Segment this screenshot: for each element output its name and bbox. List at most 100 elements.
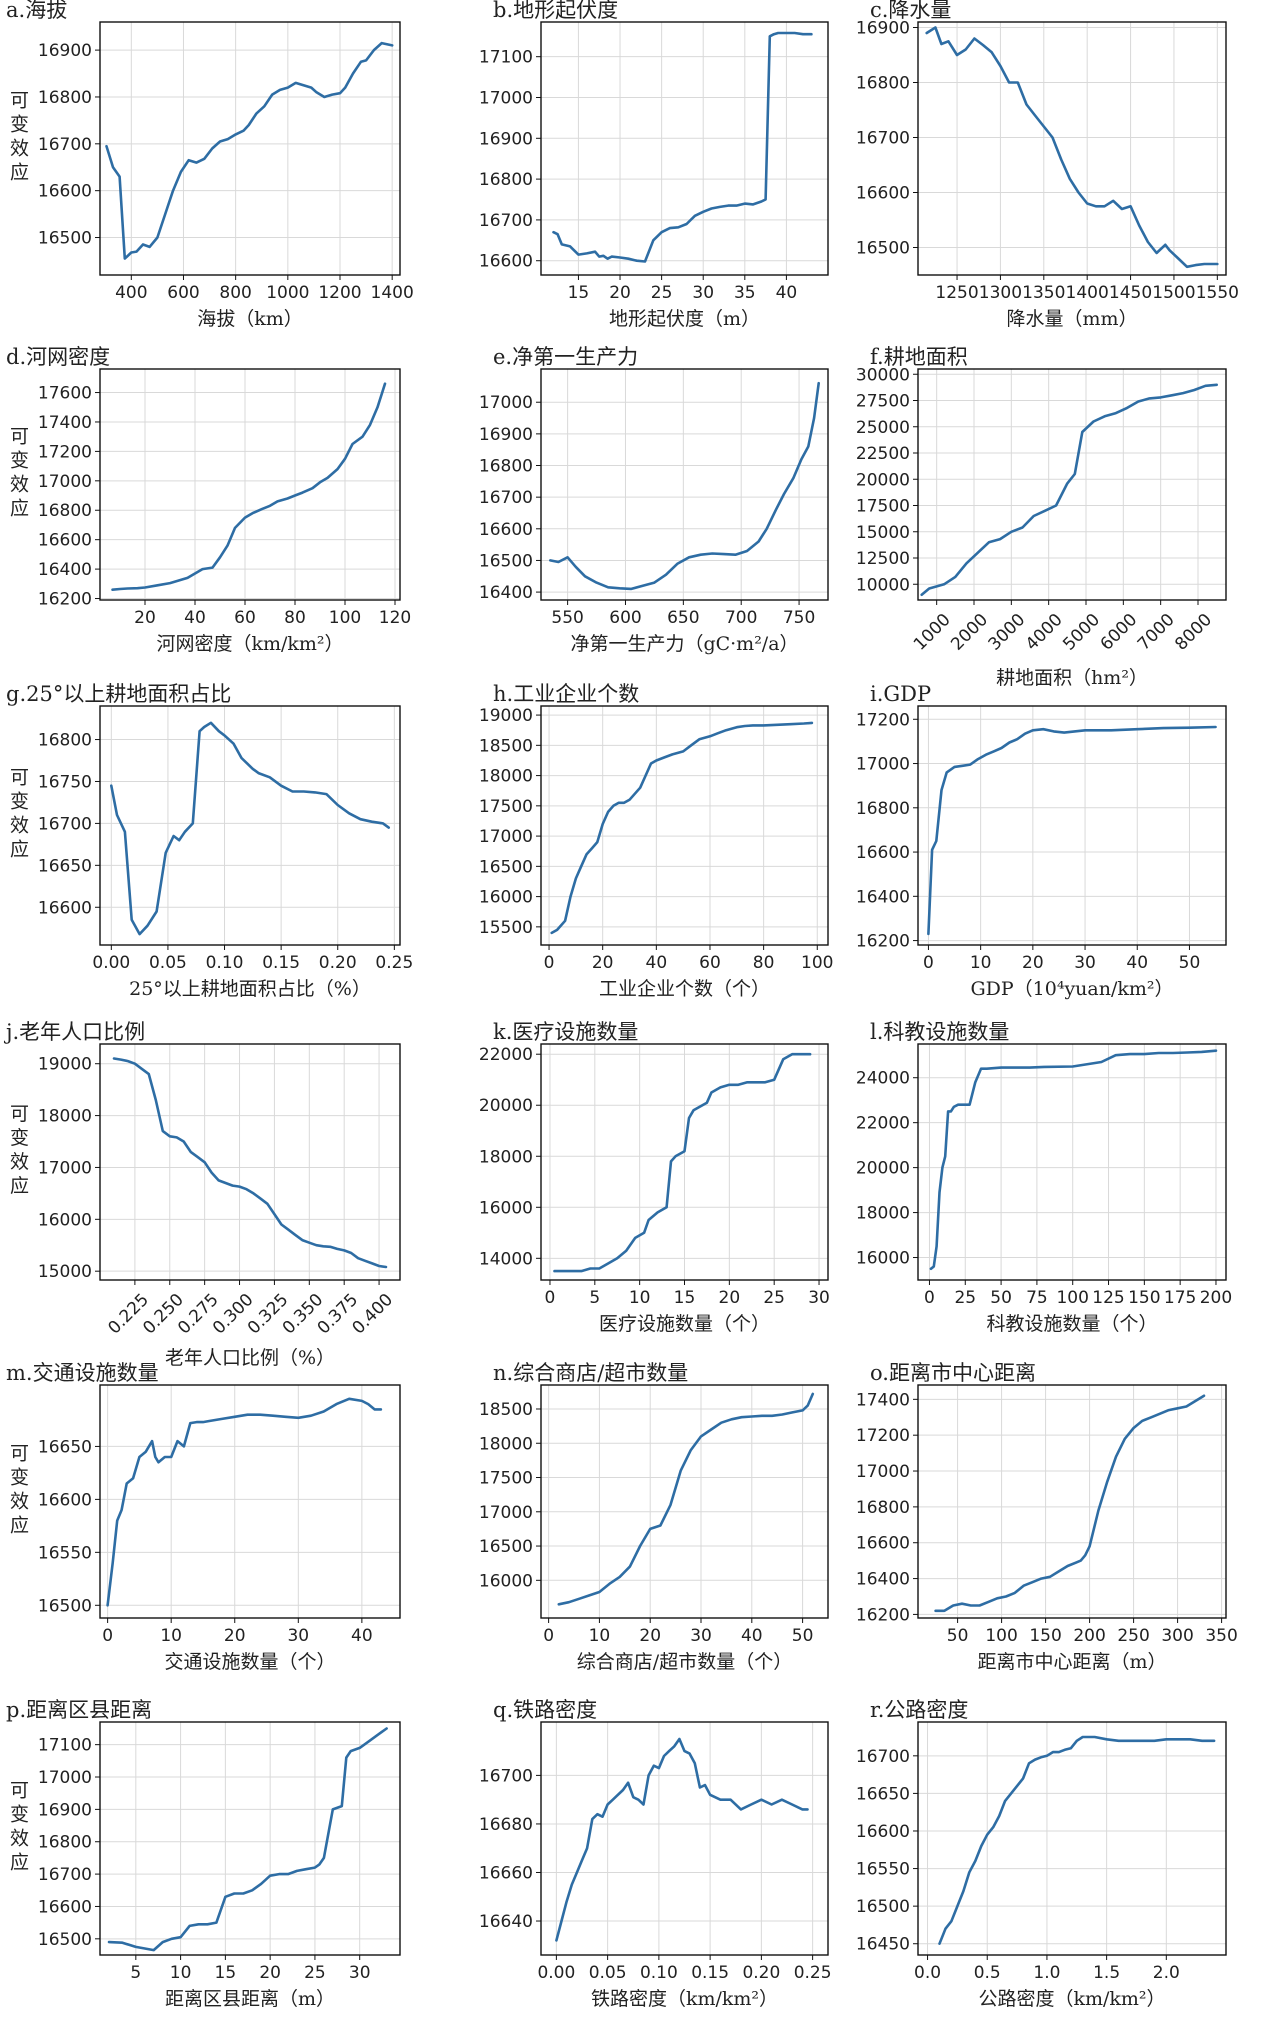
x-tick-label: 10: [160, 1626, 182, 1646]
y-tick-label: 19000: [38, 1055, 92, 1075]
y-tick-label: 16400: [479, 583, 533, 603]
series-line: [929, 1049, 1218, 1271]
y-tick-label: 16500: [856, 239, 910, 259]
x-tick-label: 1300: [979, 283, 1022, 303]
y-tick-label: 15000: [38, 1262, 92, 1282]
y-tick-label: 16400: [38, 560, 92, 580]
y-tick-label: 17000: [38, 1158, 92, 1178]
panel-title: a.海拔: [6, 0, 67, 22]
y-tick-label: 16600: [856, 843, 910, 863]
y-tick-label: 12500: [856, 549, 910, 569]
y-tick-label: 16800: [38, 731, 92, 751]
x-tick-label: 175: [1164, 1288, 1196, 1308]
x-tick-label: 2.0: [1153, 1963, 1180, 1983]
x-tick-label: 20: [609, 283, 631, 303]
y-tick-label: 16900: [479, 129, 533, 149]
y-tick-label: 22000: [856, 1114, 910, 1134]
x-tick-label: 600: [167, 283, 199, 303]
y-tick-label: 16000: [479, 1571, 533, 1591]
y-tick-label: 16600: [38, 1490, 92, 1510]
y-tick-label: 25000: [856, 418, 910, 438]
y-tick-label: 16900: [38, 1800, 92, 1820]
y-tick-label: 16000: [479, 888, 533, 908]
x-tick-label: 10: [629, 1288, 651, 1308]
series-line: [920, 383, 1218, 597]
x-tick-label: 600: [609, 608, 641, 628]
x-tick-label: 4000: [1022, 610, 1067, 655]
x-tick-label: 30: [349, 1963, 371, 1983]
y-tick-label: 18500: [479, 736, 533, 756]
panel-i: 0 10 20 30 40 50 16200 16400 16600 16800 17000 1720…: [856, 682, 1227, 1000]
panel-title: m.交通设施数量: [6, 1361, 159, 1385]
y-tick-label: 16700: [38, 135, 92, 155]
y-tick-label: 27500: [856, 392, 910, 412]
series-line: [927, 725, 1217, 936]
x-axis-label: 交通设施数量（个）: [164, 1651, 335, 1673]
plot-frame: [917, 368, 1227, 601]
x-axis-label: 降水量（mm）: [1006, 308, 1137, 330]
panel-title: l.科教设施数量: [870, 1020, 1009, 1044]
y-tick-label: 16600: [38, 182, 92, 202]
x-tick-label: 15: [674, 1288, 696, 1308]
y-tick-label: 16000: [38, 1210, 92, 1230]
panel-title: p.距离区县距离: [6, 1698, 152, 1722]
x-axis-label: 工业企业个数（个）: [599, 978, 770, 1000]
x-tick-label: 0.20: [319, 953, 357, 973]
x-tick-label: 0.00: [92, 953, 130, 973]
panel-l: 0 25 50 75 100 125 150 175 200 16000 18000 20000 220…: [856, 1020, 1232, 1335]
x-tick-label: 0.25: [794, 1963, 832, 1983]
x-tick-label: 1200: [318, 283, 361, 303]
series-line: [107, 1727, 388, 1952]
y-tick-label: 16800: [856, 74, 910, 94]
y-tick-label: 17500: [856, 497, 910, 517]
y-tick-label: 15000: [856, 523, 910, 543]
panel-title: k.医疗设施数量: [493, 1020, 638, 1044]
y-tick-label: 18000: [38, 1107, 92, 1127]
y-tick-label: 16200: [856, 1605, 910, 1625]
y-tick-label: 16600: [856, 1822, 910, 1842]
y-tick-label: 30000: [856, 365, 910, 385]
panel-o: 50 100 150 200 250 300 350 16200 16400 16600 16800…: [856, 1361, 1238, 1673]
x-tick-label: 10: [970, 953, 992, 973]
plot-frame: [99, 1721, 401, 1956]
x-tick-label: 8000: [1171, 610, 1216, 655]
x-tick-label: 40: [741, 1626, 763, 1646]
y-tick-label: 17200: [856, 710, 910, 730]
panel-n: 0 10 20 30 40 50 16000 16500 17000 17500 18000 1850…: [479, 1361, 829, 1673]
x-axis-label: 医疗设施数量（个）: [599, 1313, 770, 1335]
x-tick-label: 1450: [1109, 283, 1152, 303]
x-tick-label: 60: [234, 608, 256, 628]
plot-frame: [917, 21, 1227, 276]
y-tick-label: 16900: [38, 41, 92, 61]
y-tick-label: 20000: [479, 1096, 533, 1116]
x-axis-label: 25°以上耕地面积占比（%）: [129, 978, 371, 1000]
y-tick-label: 16600: [38, 898, 92, 918]
y-tick-label: 16660: [479, 1863, 533, 1883]
y-tick-label: 16400: [856, 1570, 910, 1590]
x-tick-label: 0.15: [691, 1963, 729, 1983]
y-tick-label: 22500: [856, 444, 910, 464]
series-line: [934, 1394, 1206, 1613]
y-tick-label: 16500: [38, 1930, 92, 1950]
y-tick-label: 16640: [479, 1912, 533, 1932]
x-tick-label: 150: [1128, 1288, 1160, 1308]
x-tick-label: 30: [287, 1626, 309, 1646]
x-axis-label: 海拔（km）: [197, 308, 303, 330]
y-tick-label: 18000: [856, 1204, 910, 1224]
x-tick-label: 25: [954, 1288, 976, 1308]
y-tick-label: 16800: [856, 799, 910, 819]
x-tick-label: 750: [783, 608, 815, 628]
x-tick-label: 100: [801, 953, 833, 973]
plot-frame: [99, 1384, 401, 1619]
y-tick-label: 17100: [479, 48, 533, 68]
y-tick-label: 17000: [479, 393, 533, 413]
y-tick-label: 16900: [856, 19, 910, 39]
x-tick-label: 0.0: [914, 1963, 941, 1983]
x-tick-label: 80: [753, 953, 775, 973]
panel-e: 550 600 650 700 750 16400 16500 16600 16700 16800…: [479, 345, 829, 655]
x-tick-label: 50: [947, 1626, 969, 1646]
y-tick-label: 16500: [856, 1897, 910, 1917]
x-tick-label: 0: [545, 1288, 556, 1308]
plot-frame: [917, 705, 1227, 946]
